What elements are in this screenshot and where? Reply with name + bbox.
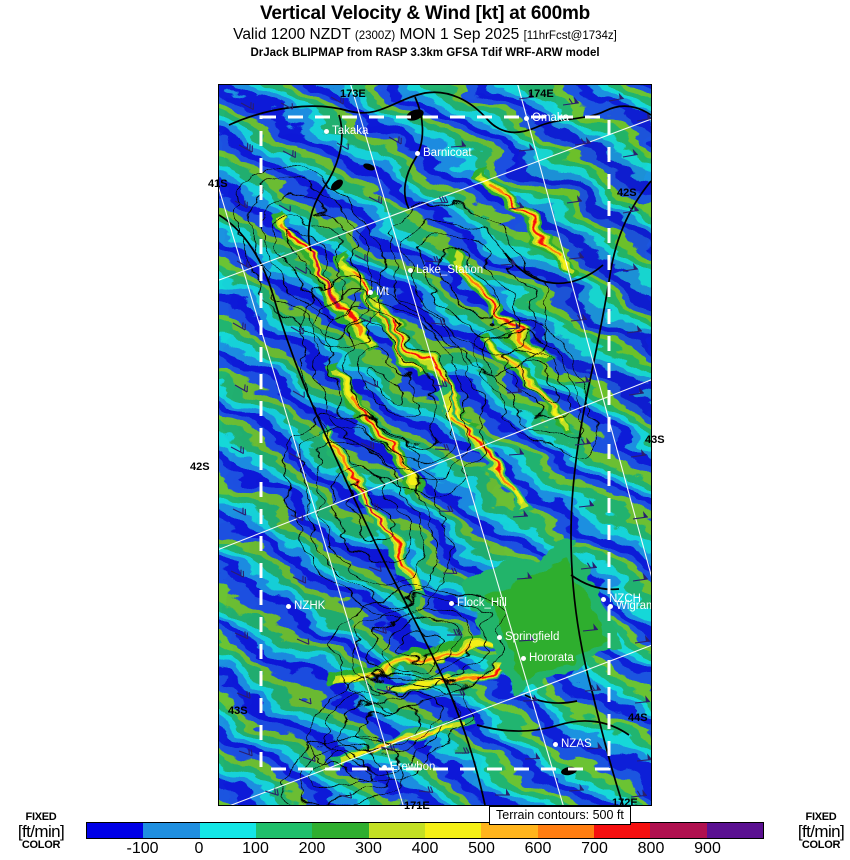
colorbar-units-left: FIXED [ft/min] COLOR (2, 812, 80, 851)
station-marker: Springfield (497, 631, 559, 643)
colorbar-tick-200: 200 (298, 840, 326, 857)
axis-tick-label: 41S (208, 178, 228, 190)
station-dot-icon (408, 267, 413, 273)
colorbar-swatch-6 (424, 823, 482, 838)
station-dot-icon (449, 600, 454, 606)
colorbar-swatch-8 (537, 823, 594, 838)
fixed-label-top-left: FIXED (25, 811, 57, 823)
station-dot-icon (601, 596, 606, 602)
colorbar-swatch-7 (481, 823, 538, 838)
forecast-hour: [11hrFcst@1734z] (523, 30, 617, 42)
station-name: Springfield (505, 631, 560, 643)
model-line: DrJack BLIPMAP from RASP 3.3km GFSA Tdif… (250, 47, 600, 59)
page-title: Vertical Velocity & Wind [kt] at 600mb (259, 3, 591, 24)
axis-tick-label: 173E (340, 88, 366, 100)
station-marker: Lake_Station (408, 264, 483, 276)
station-marker: NZAS (553, 738, 592, 750)
station-marker: Hororata (521, 652, 574, 664)
axis-tick-label: 42S (190, 461, 210, 473)
units-label-right: [ft/min] (797, 822, 845, 841)
station-marker: NZCH (601, 593, 641, 605)
terrain-contour-note: Terrain contours: 500 ft (489, 806, 631, 825)
station-name: Lake_Station (416, 264, 484, 276)
station-dot-icon (415, 150, 420, 156)
colorbar-tick--100: -100 (126, 840, 159, 857)
axis-tick-label: 44S (628, 712, 648, 724)
units-label-left: [ft/min] (17, 822, 65, 841)
colorbar-swatch-2 (199, 823, 256, 838)
color-label-left: COLOR (21, 839, 61, 851)
station-dot-icon (286, 603, 291, 609)
map-layers (219, 85, 651, 805)
forecast-map[interactable]: Takaka Omaka Barnicoat Lake_Station Mt NZHK Fl… (218, 84, 652, 806)
colorbar-tick-400: 400 (411, 840, 439, 857)
wave-band-layer (219, 85, 651, 805)
axis-tick-label: 42S (617, 187, 637, 199)
colorbar-swatch-5 (368, 823, 425, 838)
station-marker: Flock_Hill (449, 597, 507, 609)
colorbar-tick-100: 100 (242, 840, 269, 857)
station-name: Flock_Hill (457, 597, 507, 609)
station-marker: Wigram (608, 600, 652, 612)
header-block: Vertical Velocity & Wind [kt] at 600mb V… (0, 0, 850, 61)
colorbar-tick-700: 700 (581, 840, 608, 857)
station-dot-icon (382, 764, 387, 770)
station-dot-icon (497, 634, 502, 640)
colorbar-tick-800: 800 (637, 840, 665, 857)
station-dot-icon (324, 128, 329, 134)
station-dot-icon (608, 603, 613, 609)
color-label-right: COLOR (801, 839, 841, 851)
colorbar-tick-300: 300 (355, 840, 382, 857)
valid-zulu: (2300Z) (354, 30, 396, 42)
colorbar-swatch-1 (143, 823, 200, 838)
colorbar-tick-500: 500 (468, 840, 495, 857)
colorbar-tick-600: 600 (524, 840, 552, 857)
axis-tick-label: 171E (404, 800, 430, 812)
colorbar-swatch-3 (255, 823, 313, 838)
colorbar-swatch-0 (87, 823, 144, 838)
colorbar-units-right: FIXED [ft/min] COLOR (782, 812, 850, 851)
station-dot-icon (524, 115, 529, 121)
colorbar-swatch-10 (650, 823, 707, 838)
station-name: Omaka (532, 112, 570, 124)
station-dot-icon (521, 655, 526, 661)
station-dot-icon (553, 741, 558, 747)
station-name: Erewhon (390, 761, 436, 773)
station-marker: NZHK (286, 600, 325, 612)
station-dot-icon (368, 289, 373, 295)
station-marker: Takaka (324, 125, 368, 137)
domain-boundary-box (259, 115, 611, 771)
station-name: Wigram (616, 600, 652, 612)
station-marker: Barnicoat (415, 147, 472, 159)
station-marker: Omaka (524, 112, 569, 124)
station-name: Mt (376, 286, 389, 298)
axis-tick-label: 174E (528, 88, 554, 100)
latlon-grid-layer (219, 85, 651, 805)
station-name: NZCH (609, 593, 641, 605)
colorbar-tick-0: 0 (194, 840, 204, 857)
colorbar-swatch-4 (312, 823, 369, 838)
valid-time-line: Valid 1200 NZDT (2300Z) MON 1 Sep 2025 [… (0, 25, 850, 46)
station-name: Barnicoat (423, 147, 472, 159)
valid-prefix: Valid 1200 NZDT (233, 26, 351, 43)
colorbar-tick-labels: -100 0 100 200 300 400 500 600 700 800 900 (86, 840, 764, 860)
station-name: Hororata (529, 652, 574, 664)
station-marker: Mt (368, 286, 389, 298)
colorbar-tick-900: 900 (694, 840, 721, 857)
station-name: NZAS (561, 738, 592, 750)
station-marker: Erewhon (382, 761, 435, 773)
colorbar-swatch-11 (706, 823, 763, 838)
axis-tick-label: 43S (645, 434, 665, 446)
station-name: Takaka (332, 125, 369, 137)
station-name: NZHK (294, 600, 326, 612)
colorbar-swatch-9 (593, 823, 651, 838)
axis-tick-label: 43S (228, 705, 248, 717)
coastline-layer (219, 91, 651, 805)
colorbar[interactable] (86, 822, 764, 839)
fixed-label-top-right: FIXED (805, 811, 837, 823)
valid-date: MON 1 Sep 2025 (399, 26, 520, 43)
map-canvas (219, 85, 651, 805)
